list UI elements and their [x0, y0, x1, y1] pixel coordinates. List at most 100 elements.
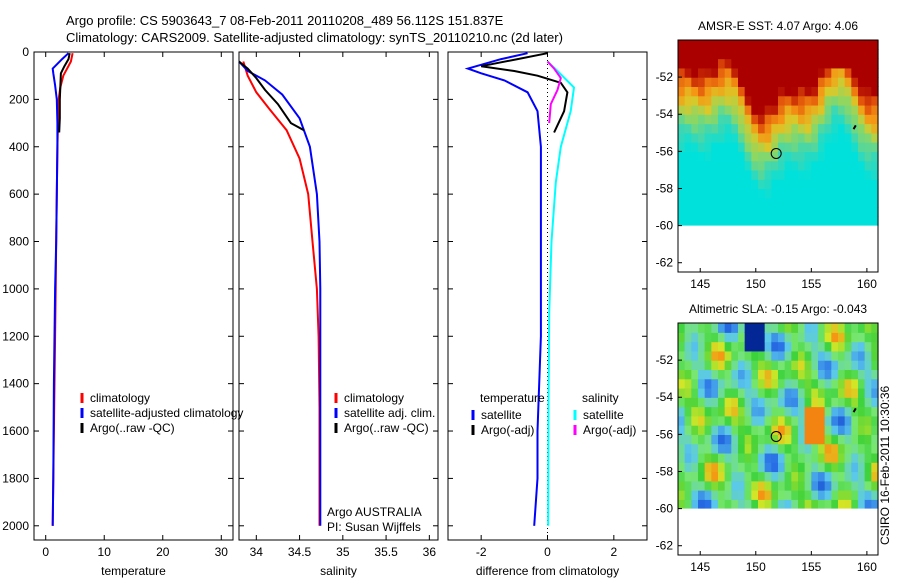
map-cell — [811, 40, 819, 50]
map-cell — [711, 95, 719, 106]
map-cell — [818, 490, 826, 500]
credit-text: CSIRO 16-Feb-2011 10:30:36 — [878, 385, 892, 545]
map-cell — [698, 415, 706, 426]
map-cell — [711, 369, 719, 380]
map-cell — [844, 104, 852, 115]
map-cell — [711, 397, 719, 408]
map-cell — [684, 169, 692, 180]
map-cell — [804, 360, 812, 370]
map-cell — [804, 160, 812, 171]
map-cell — [871, 67, 879, 78]
map-cell — [844, 179, 852, 190]
map-cell — [758, 471, 766, 482]
x-tick-label: 0 — [544, 545, 551, 559]
map-cell — [751, 350, 759, 361]
map-cell — [804, 425, 812, 435]
map-cell — [838, 471, 846, 482]
map-cell — [738, 86, 746, 97]
map-cell — [711, 142, 719, 152]
map-cell — [691, 40, 699, 50]
map-cell — [811, 369, 819, 380]
map-cell — [818, 452, 826, 463]
map-cell — [864, 452, 872, 463]
map-cell — [824, 350, 832, 361]
map-cell — [691, 188, 699, 199]
map-cell — [691, 360, 699, 370]
map-cell — [818, 86, 826, 97]
map-cell — [871, 77, 879, 87]
map-cell — [711, 341, 719, 352]
map-cell — [784, 151, 792, 162]
map-cell — [844, 114, 852, 125]
map-cell — [764, 360, 772, 370]
map-cell — [731, 406, 739, 417]
map-cell — [711, 77, 719, 87]
map-cell — [871, 40, 879, 50]
map-cell — [844, 471, 852, 482]
map-cell — [711, 114, 719, 125]
map-cell — [764, 369, 772, 380]
x-tick-label: 10 — [98, 545, 112, 559]
map-cell — [738, 114, 746, 125]
map-cell — [838, 86, 846, 97]
map-cell — [738, 499, 746, 510]
map-cell — [771, 132, 779, 143]
map-cell — [764, 123, 772, 134]
map-cell — [771, 67, 779, 78]
map-cell — [684, 480, 692, 491]
map-cell — [691, 406, 699, 417]
map-cell — [871, 452, 879, 463]
map-cell — [804, 323, 812, 333]
map-cell — [738, 40, 746, 50]
map-cell — [864, 387, 872, 398]
map-cell — [711, 480, 719, 491]
map-cell — [838, 216, 846, 227]
map-cell — [831, 387, 839, 398]
map-cell — [678, 188, 686, 199]
map-cell — [798, 86, 806, 97]
map-cell — [711, 188, 719, 199]
map-cell — [778, 86, 786, 97]
map-cell — [778, 323, 786, 333]
map-cell — [704, 95, 712, 106]
map-cell — [724, 160, 732, 171]
map-cell — [684, 188, 692, 199]
map-cell — [851, 114, 859, 125]
map-cell — [751, 207, 759, 217]
map-cell — [791, 480, 799, 491]
map-cell — [704, 67, 712, 78]
map-cell — [831, 471, 839, 482]
map-cell — [698, 341, 706, 352]
map-cell — [871, 197, 879, 208]
map-cell — [798, 452, 806, 463]
map-cell — [678, 49, 686, 60]
map-cell — [678, 471, 686, 482]
series-line-salinity-2 — [238, 60, 305, 132]
map-cell — [698, 406, 706, 417]
x-tick-label: 34 — [250, 545, 264, 559]
map-cell — [838, 77, 846, 87]
map-cell — [844, 332, 852, 343]
map-cell — [678, 360, 686, 370]
header-line1: Argo profile: CS 5903643_7 08-Feb-2011 2… — [66, 13, 504, 28]
map-cell — [824, 207, 832, 217]
map-cell — [864, 378, 872, 389]
map-cell — [764, 406, 772, 417]
map-cell — [691, 490, 699, 500]
map-cell — [684, 86, 692, 97]
map-cell — [771, 216, 779, 227]
map-cell — [718, 114, 726, 125]
map-cell — [678, 378, 686, 389]
map-cell — [831, 132, 839, 143]
map-cell — [791, 462, 799, 473]
map-cell — [764, 480, 772, 491]
map-cell — [758, 58, 766, 69]
series-line-difference-2 — [546, 60, 576, 526]
map-cell — [798, 480, 806, 491]
map-cell — [824, 169, 832, 180]
map-cell — [784, 114, 792, 125]
map-cell — [818, 471, 826, 482]
map-cell — [831, 188, 839, 199]
map-cell — [691, 332, 699, 343]
map-cell — [838, 452, 846, 463]
